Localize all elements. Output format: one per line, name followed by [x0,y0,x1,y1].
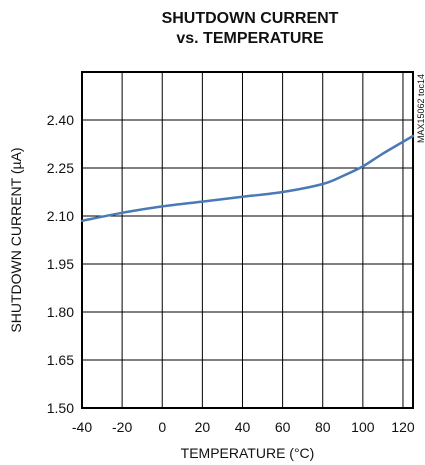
x-axis-label: TEMPERATURE (°C) [181,445,315,461]
x-tick-label: -40 [72,419,92,435]
y-tick-label: 1.65 [47,352,74,368]
chart-watermark: MAX15062 toc14 [416,74,425,143]
y-axis-label: SHUTDOWN CURRENT (µA) [8,147,24,332]
y-tick-label: 2.25 [47,160,74,176]
x-tick-label: -20 [112,419,132,435]
x-tick-label: 80 [315,419,331,435]
chart-title-line1: SHUTDOWN CURRENT [161,10,339,27]
y-tick-label: 2.40 [47,112,74,128]
x-tick-label: 40 [235,419,251,435]
y-tick-label: 1.80 [47,304,74,320]
x-tick-label: 60 [275,419,291,435]
plot-frame [81,71,414,409]
x-tick-label: 120 [391,419,415,435]
chart-title-line2: vs. TEMPERATURE [176,30,324,47]
y-tick-label: 2.10 [47,208,74,224]
y-tick-label: 1.95 [47,256,74,272]
x-tick-label: 0 [158,419,166,435]
x-tick-label: 100 [351,419,375,435]
x-tick-label: 20 [195,419,211,435]
y-tick-label: 1.50 [47,400,74,416]
series-line [80,134,415,223]
